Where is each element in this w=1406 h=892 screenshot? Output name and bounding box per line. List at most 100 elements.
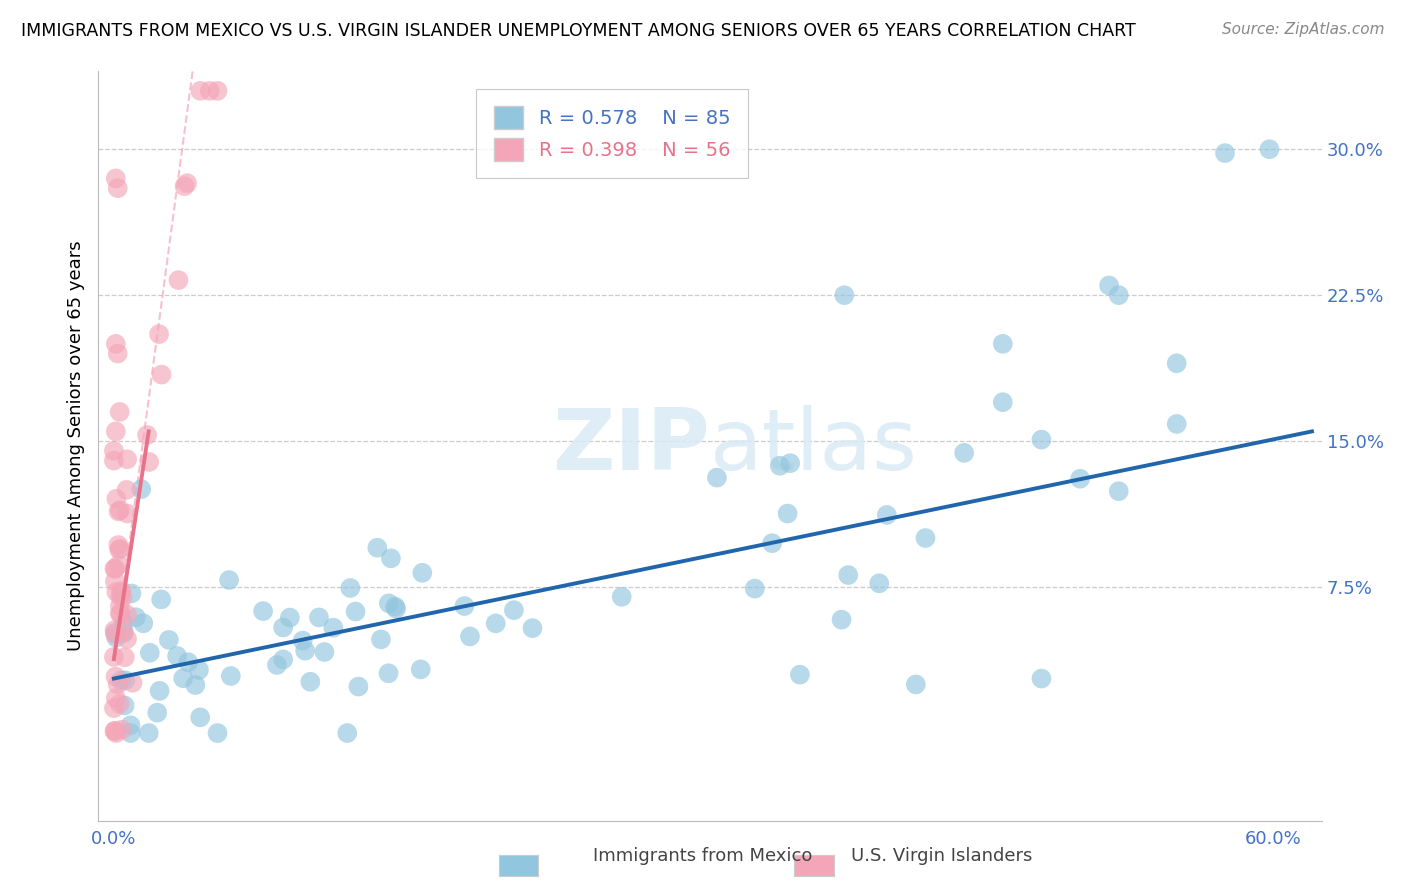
Point: [876, 508, 898, 522]
Point: [103, 650, 125, 665]
Point: [218, 573, 240, 587]
Point: [110, 607, 132, 621]
Point: [177, 655, 200, 669]
Point: [166, 648, 188, 663]
Point: [107, 504, 129, 518]
Point: [108, 607, 131, 621]
Point: [107, 677, 129, 691]
Point: [834, 288, 856, 302]
Point: [120, 726, 142, 740]
Point: [344, 605, 367, 619]
Point: [266, 657, 288, 672]
Point: [136, 428, 159, 442]
Point: [112, 616, 135, 631]
Point: [308, 610, 330, 624]
Point: [380, 551, 402, 566]
Point: [107, 181, 129, 195]
Point: [271, 620, 294, 634]
Point: [103, 623, 125, 637]
Point: [104, 425, 127, 439]
Point: [347, 680, 370, 694]
Point: [148, 327, 170, 342]
Point: [105, 726, 128, 740]
Point: [108, 599, 131, 613]
Y-axis label: Unemployment Among Seniors over 65 years: Unemployment Among Seniors over 65 years: [66, 241, 84, 651]
Point: [411, 566, 433, 580]
Point: [115, 452, 138, 467]
Point: [104, 625, 127, 640]
Point: [377, 666, 399, 681]
Text: Source: ZipAtlas.com: Source: ZipAtlas.com: [1222, 22, 1385, 37]
Point: [104, 723, 127, 738]
Point: [150, 368, 173, 382]
Point: [139, 646, 162, 660]
Point: [1098, 278, 1121, 293]
Point: [103, 701, 125, 715]
Point: [114, 650, 136, 665]
Point: [111, 723, 134, 737]
Point: [129, 482, 152, 496]
Point: [1166, 417, 1188, 431]
Point: [384, 599, 406, 614]
Point: [115, 632, 138, 646]
Point: [173, 179, 195, 194]
Point: [370, 632, 392, 647]
Point: [138, 726, 160, 740]
Point: [1213, 146, 1236, 161]
Text: U.S. Virgin Islanders: U.S. Virgin Islanders: [851, 847, 1033, 864]
Point: [110, 673, 132, 688]
Point: [108, 697, 131, 711]
Point: [176, 176, 198, 190]
Point: [252, 604, 274, 618]
Text: Immigrants from Mexico: Immigrants from Mexico: [593, 847, 813, 864]
Point: [188, 710, 211, 724]
Point: [291, 633, 314, 648]
Point: [485, 616, 508, 631]
Text: IMMIGRANTS FROM MEXICO VS U.S. VIRGIN ISLANDER UNEMPLOYMENT AMONG SENIORS OVER 6: IMMIGRANTS FROM MEXICO VS U.S. VIRGIN IS…: [21, 22, 1136, 40]
Point: [207, 84, 229, 98]
Point: [112, 624, 135, 639]
Point: [125, 610, 148, 624]
Point: [104, 627, 127, 641]
Point: [776, 507, 799, 521]
Point: [610, 590, 633, 604]
Point: [105, 631, 128, 645]
Point: [115, 607, 138, 622]
Point: [991, 395, 1014, 409]
Point: [105, 491, 128, 506]
Point: [120, 586, 142, 600]
Point: [789, 667, 811, 681]
Text: atlas: atlas: [710, 404, 918, 488]
Legend: R = 0.578    N = 85, R = 0.398    N = 56: R = 0.578 N = 85, R = 0.398 N = 56: [477, 88, 748, 178]
Point: [157, 632, 180, 647]
Point: [207, 726, 229, 740]
Point: [278, 610, 301, 624]
Point: [132, 616, 155, 631]
Point: [953, 446, 976, 460]
Point: [104, 574, 127, 589]
Point: [107, 538, 129, 552]
Point: [107, 558, 129, 572]
Point: [117, 507, 139, 521]
Point: [150, 592, 173, 607]
Point: [1108, 288, 1130, 302]
Point: [458, 629, 481, 643]
Point: [837, 568, 859, 582]
Point: [104, 336, 127, 351]
Text: 60.0%: 60.0%: [1244, 830, 1302, 848]
Point: [111, 591, 134, 605]
Point: [107, 346, 129, 360]
Text: 0.0%: 0.0%: [91, 830, 136, 848]
Point: [146, 706, 169, 720]
Point: [110, 586, 132, 600]
Point: [522, 621, 544, 635]
Point: [104, 669, 127, 683]
Point: [314, 645, 336, 659]
Point: [105, 585, 128, 599]
Point: [1166, 356, 1188, 370]
Point: [1031, 672, 1053, 686]
Point: [114, 673, 136, 688]
Point: [138, 455, 160, 469]
Point: [294, 643, 316, 657]
Point: [385, 601, 408, 615]
